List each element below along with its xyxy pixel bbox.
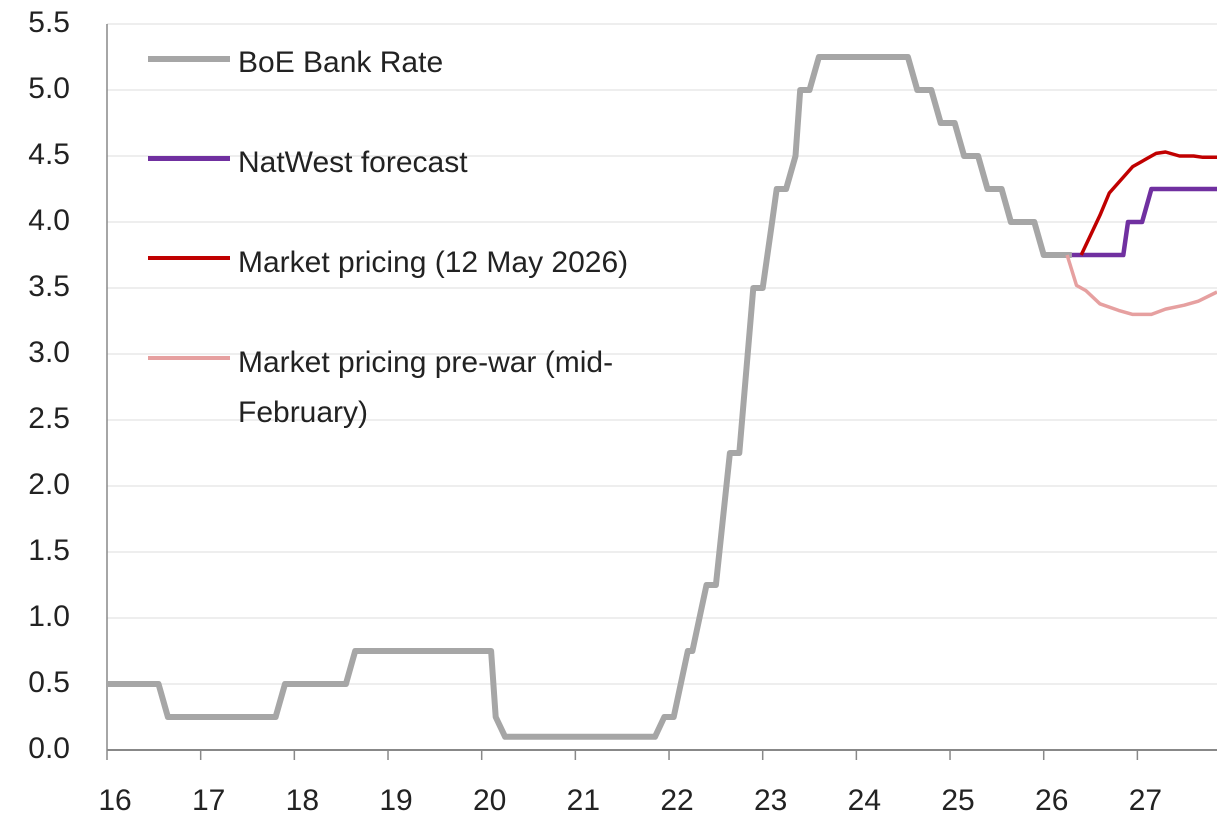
- series-line: [1065, 254, 1217, 317]
- y-tick-label: 0.5: [28, 666, 70, 699]
- legend-swatch: [148, 356, 230, 360]
- y-tick-label: 1.0: [28, 600, 70, 633]
- y-tick-label: 3.0: [28, 336, 70, 369]
- x-tick-label: 27: [1129, 784, 1162, 817]
- legend-item: Market pricing (12 May 2026): [145, 236, 745, 336]
- x-tick-label: 22: [660, 784, 693, 817]
- legend-swatch: [148, 256, 230, 260]
- legend-label: BoE Bank Rate: [238, 46, 444, 79]
- legend-swatch: [148, 156, 230, 161]
- series-line: [1079, 150, 1217, 256]
- legend-swatch: [148, 56, 230, 62]
- legend-item: NatWest forecast: [145, 136, 745, 236]
- y-tick-label: 4.0: [28, 204, 70, 237]
- x-tick-label: 25: [941, 784, 974, 817]
- legend-item: Market pricing pre-war (mid-February): [145, 336, 745, 436]
- y-tick-label: 2.5: [28, 402, 70, 435]
- legend-label: NatWest forecast: [238, 146, 468, 179]
- y-tick-label: 3.5: [28, 270, 70, 303]
- y-tick-label: 1.5: [28, 534, 70, 567]
- y-tick-label: 2.0: [28, 468, 70, 501]
- series-line: [107, 54, 1072, 740]
- x-tick-label: 26: [1035, 784, 1068, 817]
- y-tick-label: 5.5: [28, 6, 70, 39]
- y-tick-label: 0.0: [28, 732, 70, 765]
- legend-label: Market pricing pre-war (mid-February): [238, 346, 614, 429]
- x-tick-label: 24: [848, 784, 881, 817]
- y-tick-label: 4.5: [28, 138, 70, 171]
- x-tick-label: 16: [98, 784, 131, 817]
- x-tick-label: 23: [754, 784, 787, 817]
- x-tick-label: 18: [286, 784, 319, 817]
- x-tick-label: 20: [473, 784, 506, 817]
- legend-label: Market pricing (12 May 2026): [238, 246, 629, 279]
- x-tick-label: 17: [192, 784, 225, 817]
- x-tick-label: 19: [379, 784, 412, 817]
- legend-item: BoE Bank Rate: [145, 36, 745, 136]
- y-tick-label: 5.0: [28, 72, 70, 105]
- legend: BoE Bank Rate NatWest forecast Market pric…: [145, 36, 745, 436]
- x-tick-label: 21: [567, 784, 600, 817]
- series-line: [1071, 186, 1217, 258]
